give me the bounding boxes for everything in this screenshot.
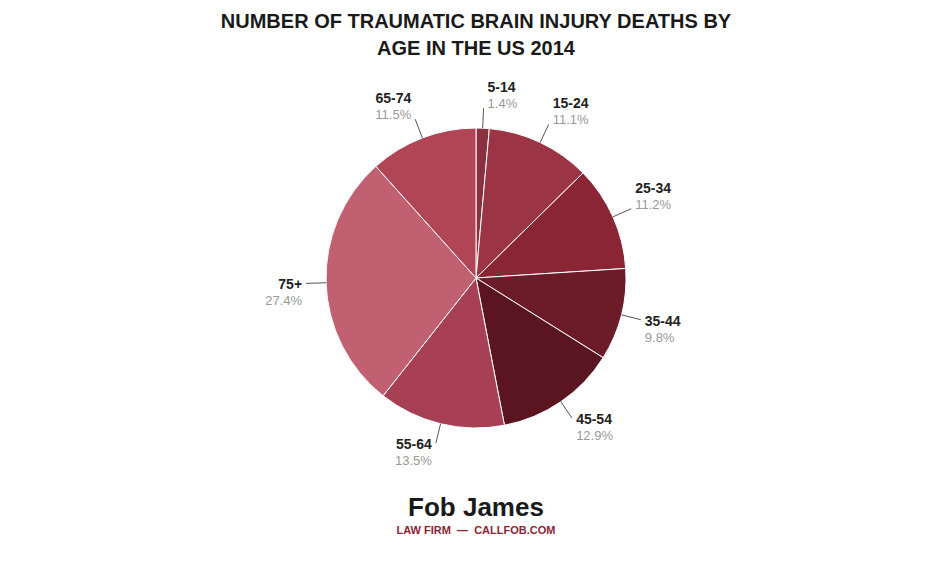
svg-text:11.2%: 11.2% (635, 197, 671, 212)
svg-text:11.1%: 11.1% (553, 112, 589, 127)
svg-text:1.4%: 1.4% (488, 96, 518, 111)
svg-text:25-34: 25-34 (635, 180, 671, 196)
svg-text:45-54: 45-54 (576, 411, 612, 427)
svg-text:11.5%: 11.5% (375, 107, 411, 122)
svg-text:5-14: 5-14 (488, 79, 516, 95)
html-text:LAW FIRM — CALLFOB.COM: LAW FIRM — CALLFOB.COM (396, 524, 556, 537)
svg-text:65-74: 65-74 (375, 90, 411, 106)
svg-text:35-44: 35-44 (645, 313, 681, 329)
svg-text:27.4%: 27.4% (265, 293, 302, 308)
svg-text:75+: 75+ (278, 276, 302, 292)
html-text:Fob James: Fob James (408, 492, 544, 522)
svg-text:13.5%: 13.5% (395, 453, 432, 468)
svg-text:55-64: 55-64 (396, 436, 432, 452)
svg-text:15-24: 15-24 (553, 95, 589, 111)
svg-text:12.9%: 12.9% (576, 428, 613, 443)
html-text:NUMBER OF TRAUMATIC BRAIN INJU: NUMBER OF TRAUMATIC BRAIN INJURY DEATHS … (220, 10, 732, 59)
svg-text:9.8%: 9.8% (645, 330, 675, 345)
